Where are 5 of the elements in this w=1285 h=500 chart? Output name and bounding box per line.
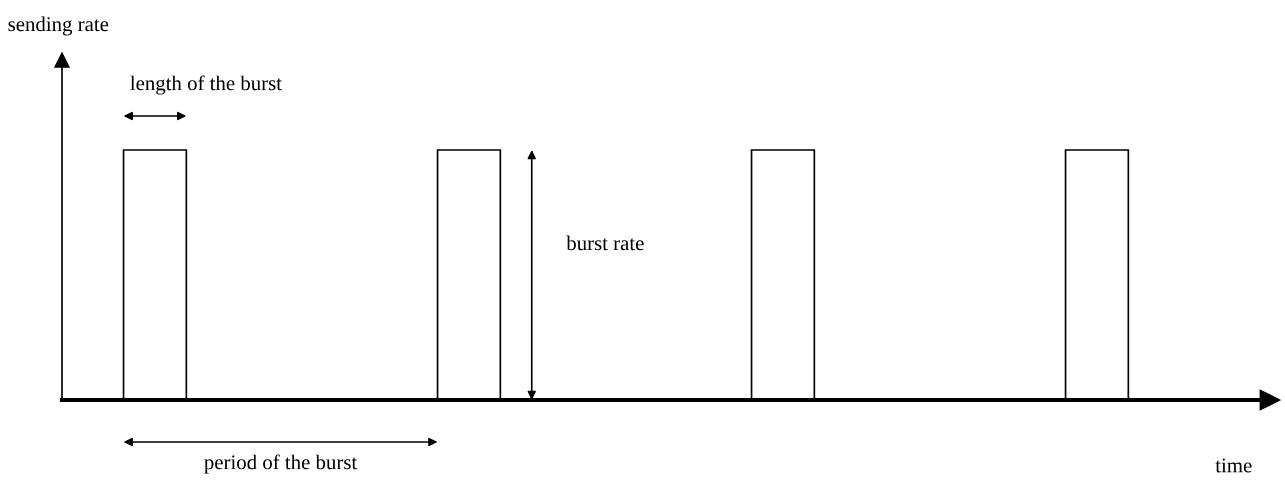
x-axis-title: time (1215, 458, 1252, 473)
text: sending rate (8, 16, 109, 36)
text: length of the burst (130, 75, 282, 95)
text: period of the burst (204, 454, 358, 474)
annotation: burst rate (566, 235, 644, 251)
